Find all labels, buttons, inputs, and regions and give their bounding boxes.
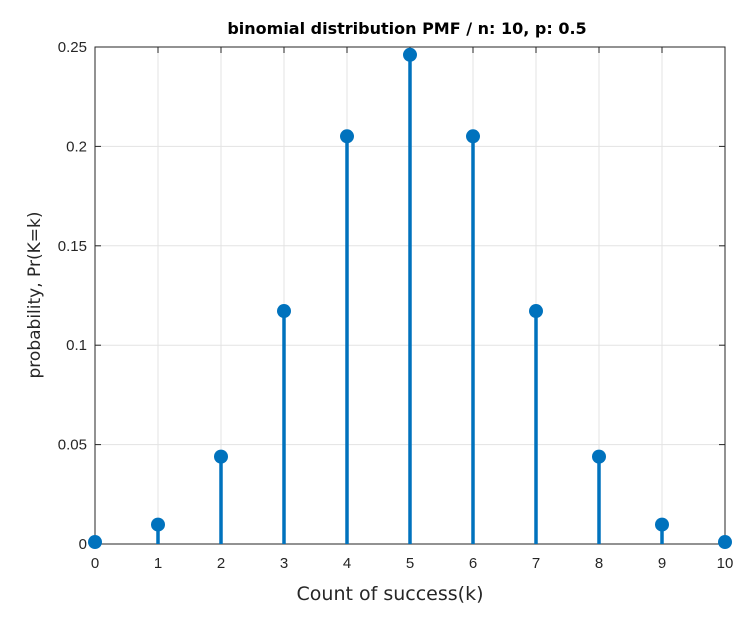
x-tick-label: 2 [217, 555, 225, 572]
stem-marker [466, 129, 480, 144]
stem-marker [277, 304, 291, 319]
chart-title: binomial distribution PMF / n: 10, p: 0.… [227, 19, 586, 38]
x-tick-label: 5 [406, 555, 414, 572]
stem-marker [214, 449, 228, 464]
stem-series [88, 47, 732, 550]
x-tick-label: 10 [717, 555, 734, 572]
x-tick-label: 0 [91, 555, 99, 572]
y-tick-label: 0.05 [58, 437, 87, 454]
y-tick-labels: 0 0.05 0.1 0.15 0.2 0.25 [58, 39, 87, 553]
y-tick-label: 0.1 [66, 337, 87, 354]
y-tick-label: 0 [79, 536, 87, 553]
stem-marker [88, 535, 102, 550]
x-axis-label: Count of success(k) [297, 583, 484, 605]
y-tick-label: 0.15 [58, 238, 87, 255]
stem-marker [151, 517, 165, 532]
y-axis-label: probability, Pr(K=k) [25, 212, 45, 379]
stem-marker [592, 449, 606, 464]
x-tick-label: 6 [469, 555, 477, 572]
stem-marker [655, 517, 669, 532]
x-tick-label: 9 [658, 555, 666, 572]
x-tick-label: 8 [595, 555, 603, 572]
x-tick-label: 1 [154, 555, 162, 572]
x-tick-labels: 0 1 2 3 4 5 6 7 8 9 10 [91, 555, 734, 572]
stem-marker [529, 304, 543, 319]
x-tick-label: 3 [280, 555, 288, 572]
stem-marker [718, 535, 732, 550]
x-tick-label: 4 [343, 555, 351, 572]
x-tick-label: 7 [532, 555, 540, 572]
y-tick-label: 0.2 [66, 138, 87, 155]
stem-marker [340, 129, 354, 144]
stem-marker [403, 47, 417, 62]
y-tick-label: 0.25 [58, 39, 87, 56]
